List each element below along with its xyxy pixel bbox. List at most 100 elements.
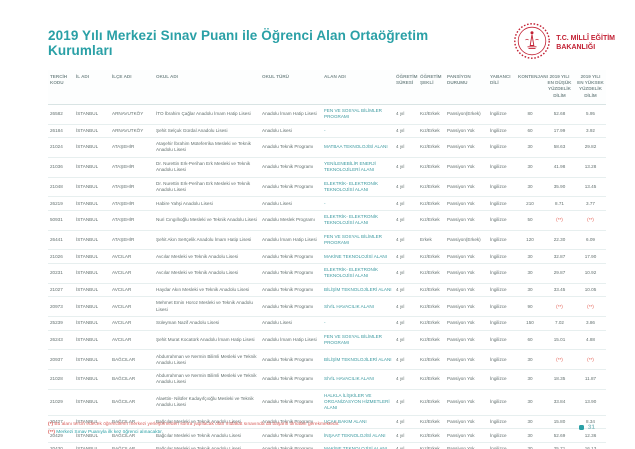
cell-kontenjani: 30 xyxy=(516,137,544,158)
cell-ogretim_suresi: 4 yıl xyxy=(394,210,418,231)
cell-pansiyon_durumu: Pansiyon Yok xyxy=(445,196,488,211)
cell-alan_adi: FEN VE SOSYAL BİLİMLER PROGRAMI xyxy=(322,230,394,251)
cell-okul_turu: Anadolu Teknik Programı xyxy=(260,137,322,158)
cell-okul_adi: Şehit Selçuk Gürdal Anadolu Lisesi xyxy=(154,124,260,139)
cell-tercih_kodu: 20231 xyxy=(48,263,74,284)
table-row: 20973 İSTANBUL AVCILAR Mehmet Emin Horoz Me… xyxy=(48,296,606,317)
footnote-single-star: (*) Bu alanı tercih edecek öğrencilerin … xyxy=(48,421,568,429)
cell-il_adi: İSTANBUL xyxy=(74,369,110,390)
column-header-ilce_adi: İLÇE ADI xyxy=(110,70,154,105)
cell-en_dusuk: 22.30 xyxy=(544,230,575,251)
cell-en_yuksek: 16.13 xyxy=(575,442,606,449)
cell-kontenjani: 120 xyxy=(516,230,544,251)
cell-ilce_adi: AVCILAR xyxy=(110,316,154,331)
cell-alan_adi: SİVİL HAVACILIK ALANI xyxy=(322,369,394,390)
column-header-okul_adi: OKUL ADI xyxy=(154,70,260,105)
cell-il_adi: İSTANBUL xyxy=(74,263,110,284)
cell-yabanci_dili: İngilizce xyxy=(488,389,516,416)
cell-il_adi: İSTANBUL xyxy=(74,428,110,443)
cell-kontenjani: 30 xyxy=(516,263,544,284)
cell-yabanci_dili: İngilizce xyxy=(488,263,516,284)
cell-il_adi: İSTANBUL xyxy=(74,389,110,416)
cell-en_dusuk: 32.87 xyxy=(544,249,575,264)
cell-okul_turu: Anadolu Teknik Programı xyxy=(260,177,322,198)
table-row: 21028 İSTANBUL BAĞCILAR Abdurrahman ve Nerm… xyxy=(48,369,606,390)
cell-kontenjani: 150 xyxy=(516,316,544,331)
ministry-name: T.C. MİLLÎ EĞİTİM BAKANLIĞI xyxy=(556,35,615,53)
column-header-pansiyon_durumu: PANSİYON DURUMU xyxy=(445,70,488,105)
cell-en_yuksek: 29.82 xyxy=(575,137,606,158)
cell-tercih_kodu: 21036 xyxy=(48,157,74,178)
footnote-marker: (*) xyxy=(48,422,54,427)
column-header-en_yuksek: 2019 YILI EN YÜKSEK YÜZDELİK DİLİM xyxy=(575,70,606,105)
cell-okul_adi: Dr. Nurettin Erk-Perihan Erk Mesleki ve … xyxy=(154,177,260,198)
cell-en_yuksek: 5.95 xyxy=(575,104,606,125)
cell-il_adi: İSTANBUL xyxy=(74,104,110,125)
cell-ogretim_suresi: 4 yıl xyxy=(394,389,418,416)
cell-yabanci_dili: İngilizce xyxy=(488,230,516,251)
cell-okul_adi: Avcılar Mesleki ve Teknik Anadolu Lisesi xyxy=(154,263,260,284)
cell-okul_adi: Bağcılar Mesleki ve Teknik Anadolu Lises… xyxy=(154,442,260,449)
cell-ogretim_sekli: Kız/Erkek xyxy=(418,249,445,264)
cell-pansiyon_durumu: Pansiyon Yok xyxy=(445,283,488,298)
cell-en_yuksek: 6.09 xyxy=(575,230,606,251)
cell-il_adi: İSTANBUL xyxy=(74,415,110,430)
cell-ogretim_sekli: Kız/Erkek xyxy=(418,263,445,284)
cell-en_yuksek: (**) xyxy=(575,349,606,371)
cell-ogretim_suresi: 4 yıl xyxy=(394,415,418,430)
cell-ogretim_suresi: 4 yıl xyxy=(394,283,418,298)
cell-en_yuksek: (**) xyxy=(575,210,606,231)
cell-okul_adi: Şehit Akın Sertçelik Anadolu İmam Hatip … xyxy=(154,230,260,251)
cell-en_dusuk: 41.98 xyxy=(544,157,575,178)
table-row: 26184 İSTANBUL ARNAVUTKÖY Şehit Selçuk Gürd… xyxy=(48,124,606,139)
cell-okul_adi: Ataşehir İbrahim Müteferrika Mesleki ve … xyxy=(154,137,260,158)
cell-ilce_adi: AVCILAR xyxy=(110,296,154,317)
page-title: 2019 Yılı Merkezi Sınav Puanı ile Öğrenc… xyxy=(48,28,429,58)
footnote-marker: (**) xyxy=(48,429,55,435)
cell-alan_adi: FEN VE SOSYAL BİLİMLER PROGRAMI xyxy=(322,104,394,125)
cell-en_dusuk: 33.45 xyxy=(544,283,575,298)
cell-alan_adi: FEN VE SOSYAL BİLİMLER PROGRAMI xyxy=(322,330,394,351)
cell-il_adi: İSTANBUL xyxy=(74,330,110,351)
cell-il_adi: İSTANBUL xyxy=(74,210,110,231)
table-row: 21024 İSTANBUL ATAŞEHİR Ataşehir İbrahim Mü… xyxy=(48,137,606,158)
cell-okul_turu: Anadolu Teknik Programı xyxy=(260,428,322,443)
cell-en_yuksek: 13.28 xyxy=(575,157,606,178)
cell-kontenjani: 30 xyxy=(516,283,544,298)
cell-en_yuksek: 17.90 xyxy=(575,249,606,264)
cell-ogretim_suresi: 4 yıl xyxy=(394,330,418,351)
column-header-en_dusuk: 2019 YILI EN DÜŞÜK YÜZDELİK DİLİM xyxy=(544,70,575,105)
cell-en_yuksek: 3.86 xyxy=(575,316,606,331)
cell-yabanci_dili: İngilizce xyxy=(488,177,516,198)
cell-ogretim_suresi: 4 yıl xyxy=(394,249,418,264)
cell-il_adi: İSTANBUL xyxy=(74,249,110,264)
cell-en_dusuk: 7.02 xyxy=(544,316,575,331)
cell-il_adi: İSTANBUL xyxy=(74,177,110,198)
cell-en_yuksek: 13.90 xyxy=(575,389,606,416)
cell-tercih_kodu: 20430 xyxy=(48,442,74,449)
cell-kontenjani: 60 xyxy=(516,124,544,139)
cell-tercih_kodu: 20429 xyxy=(48,428,74,443)
cell-okul_turu: Anadolu İmam Hatip Lisesi xyxy=(260,230,322,251)
table-header-row: TERCİH KODU İL ADI İLÇE ADI OKUL ADI OKUL TÜ… xyxy=(48,70,606,105)
cell-tercih_kodu: 21048 xyxy=(48,177,74,198)
footnote-double-star: (**) Merkezi Sınav Puanıyla ilk kez öğre… xyxy=(48,429,568,437)
column-header-ogretim_sekli: ÖĞRETİM ŞEKLİ xyxy=(418,70,445,105)
cell-okul_turu: Anadolu Teknik Programı xyxy=(260,415,322,430)
cell-yabanci_dili: İngilizce xyxy=(488,330,516,351)
cell-pansiyon_durumu: Pansiyon Yok xyxy=(445,137,488,158)
cell-okul_turu: Anadolu Lisesi xyxy=(260,196,322,211)
cell-kontenjani: 30 xyxy=(516,428,544,443)
cell-ogretim_suresi: 4 yıl xyxy=(394,349,418,371)
cell-ilce_adi: BAĞCILAR xyxy=(110,442,154,449)
cell-il_adi: İSTANBUL xyxy=(74,349,110,371)
cell-pansiyon_durumu: Pansiyon Yok xyxy=(445,330,488,351)
cell-yabanci_dili: İngilizce xyxy=(488,196,516,211)
cell-alan_adi: UÇAK BAKIM ALANI xyxy=(322,415,394,430)
cell-tercih_kodu: 20973 xyxy=(48,296,74,317)
cell-yabanci_dili: İngilizce xyxy=(488,157,516,178)
cell-alan_adi: BİLİŞİM TEKNOLOJİLERİ ALANI xyxy=(322,349,394,371)
cell-yabanci_dili: İngilizce xyxy=(488,369,516,390)
cell-en_yuksek: 10.05 xyxy=(575,283,606,298)
cell-il_adi: İSTANBUL xyxy=(74,137,110,158)
